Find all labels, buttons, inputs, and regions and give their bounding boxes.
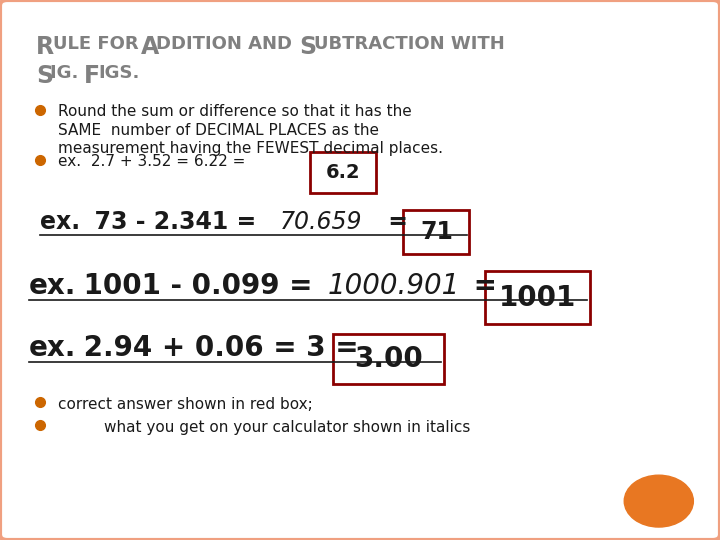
Text: ex.: ex.: [29, 272, 76, 300]
Text: SAME  number of DECIMAL PLACES as the: SAME number of DECIMAL PLACES as the: [58, 123, 379, 138]
Text: measurement having the FEWEST decimal places.: measurement having the FEWEST decimal pl…: [58, 141, 443, 157]
Circle shape: [624, 475, 693, 527]
Text: S: S: [300, 35, 317, 59]
Text: 71: 71: [420, 220, 453, 244]
Text: 3.00: 3.00: [354, 345, 423, 373]
FancyBboxPatch shape: [403, 210, 469, 254]
Text: 70.659: 70.659: [279, 210, 362, 233]
Text: IG.: IG.: [50, 64, 84, 82]
FancyBboxPatch shape: [310, 152, 376, 193]
Text: DDITION AND: DDITION AND: [156, 35, 299, 53]
Text: 6.2: 6.2: [325, 163, 360, 182]
Text: ex.: ex.: [40, 210, 80, 233]
FancyBboxPatch shape: [485, 271, 590, 324]
Text: what you get on your calculator shown in italics: what you get on your calculator shown in…: [104, 420, 471, 435]
Text: correct answer shown in red box;: correct answer shown in red box;: [58, 397, 312, 412]
Text: 2.94 + 0.06 = 3 =: 2.94 + 0.06 = 3 =: [74, 334, 369, 362]
Text: ex.: ex.: [29, 334, 76, 362]
Text: =: =: [464, 272, 506, 300]
Text: F: F: [84, 64, 100, 87]
Text: S: S: [36, 64, 53, 87]
Text: 1001: 1001: [498, 284, 576, 312]
Text: =: =: [380, 210, 416, 233]
Text: Round the sum or difference so that it has the: Round the sum or difference so that it h…: [58, 104, 411, 119]
FancyBboxPatch shape: [333, 334, 444, 384]
Text: R: R: [36, 35, 54, 59]
Text: A: A: [141, 35, 159, 59]
Text: UBTRACTION WITH: UBTRACTION WITH: [314, 35, 505, 53]
Text: ULE FOR: ULE FOR: [53, 35, 145, 53]
Text: ex.  2.7 + 3.52 = 6.22 =: ex. 2.7 + 3.52 = 6.22 =: [58, 154, 245, 170]
Text: 73 - 2.341 =: 73 - 2.341 =: [78, 210, 264, 233]
Text: IGS.: IGS.: [98, 64, 139, 82]
Text: 1000.901: 1000.901: [328, 272, 460, 300]
Text: 1001 - 0.099 =: 1001 - 0.099 =: [74, 272, 323, 300]
